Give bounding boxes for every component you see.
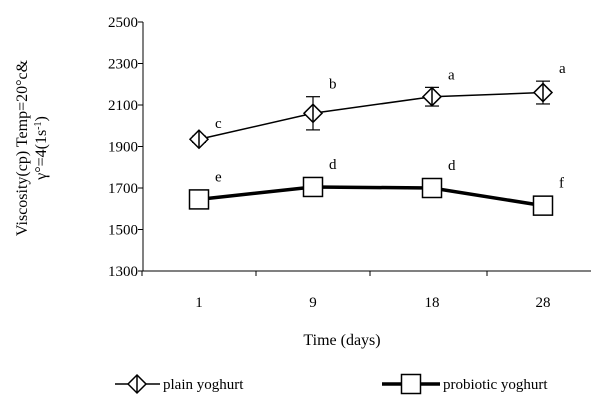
y-tick-label: 1500 <box>108 223 138 239</box>
data-point-square <box>532 195 554 216</box>
y-tick-label: 2300 <box>108 57 138 73</box>
y-tick-label: 2100 <box>108 98 138 114</box>
x-tick-label: 9 <box>309 295 317 311</box>
series-layer: c b a a e d d f <box>188 61 566 216</box>
series-plain-yoghurt: c b a a <box>188 61 566 150</box>
y-axis-label: Viscosity(cp) Temp=20°c& γ°=4(1s-1) <box>14 59 50 236</box>
data-point-square <box>302 176 324 198</box>
legend: plain yoghurt probiotic yoghurt <box>115 373 548 395</box>
y-axis-label-line1: Viscosity(cp) Temp=20°c& <box>14 59 31 236</box>
data-label: b <box>329 77 337 93</box>
x-tick-label: 18 <box>425 295 440 311</box>
y-axis-label-line2: γ°=4(1s-1) <box>33 116 51 181</box>
y-tick-label: 1300 <box>108 264 138 280</box>
y-tick-label: 1900 <box>108 140 138 156</box>
series-line <box>198 91 544 140</box>
x-axis-label: Time (days) <box>303 332 380 349</box>
y-tick-label: 2500 <box>108 15 138 31</box>
legend-label: probiotic yoghurt <box>443 377 548 393</box>
data-label: d <box>448 158 456 174</box>
data-label: f <box>559 176 564 192</box>
data-label: a <box>559 61 566 77</box>
legend-item-probiotic-yoghurt: probiotic yoghurt <box>382 373 548 395</box>
legend-item-plain-yoghurt: plain yoghurt <box>115 373 244 395</box>
x-tick-label: 28 <box>536 295 551 311</box>
data-label: e <box>215 169 222 185</box>
data-point-square <box>188 189 210 210</box>
data-point-square <box>421 177 443 199</box>
legend-label: plain yoghurt <box>163 377 244 393</box>
data-label: c <box>215 116 222 132</box>
data-label: d <box>329 157 337 173</box>
series-probiotic-yoghurt: e d d f <box>188 157 564 216</box>
data-label: a <box>448 67 455 83</box>
series-line <box>198 185 544 208</box>
x-tick-label: 1 <box>195 295 203 311</box>
y-tick-label: 1700 <box>108 181 138 197</box>
legend-marker-square <box>400 373 422 395</box>
x-tick-labels: 1 9 18 28 <box>195 295 550 311</box>
axes <box>138 21 591 276</box>
y-tick-labels: 2500 2300 2100 1900 1700 1500 1300 <box>108 15 138 280</box>
